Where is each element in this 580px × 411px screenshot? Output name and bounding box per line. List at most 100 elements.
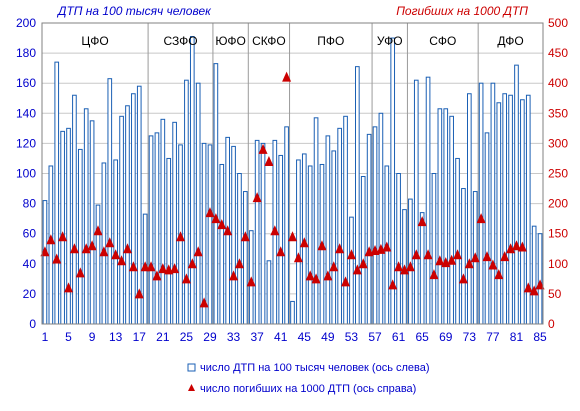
bar [478, 82, 484, 325]
data-point [240, 231, 250, 242]
data-point [176, 231, 186, 242]
right-axis-tick-label: 450 [548, 46, 568, 60]
bar [60, 130, 65, 325]
left-axis-tick-label: 0 [29, 317, 36, 331]
bar [296, 159, 301, 325]
data-point [517, 241, 527, 252]
bar [54, 61, 60, 325]
data-point [87, 240, 97, 251]
legend-label: число погибших на 1000 ДТП (ось справа) [200, 383, 416, 395]
data-point [264, 155, 274, 166]
region-dividers [147, 23, 479, 324]
bar [278, 154, 284, 325]
bar [77, 148, 83, 325]
data-point [482, 251, 492, 262]
data-point [152, 270, 162, 281]
data-point [423, 249, 433, 260]
bar [189, 36, 195, 325]
bar [284, 126, 289, 325]
right-axis-tick-label: 100 [548, 257, 568, 271]
region-label: ПФО [317, 34, 344, 48]
data-point [111, 249, 121, 260]
data-point [329, 261, 339, 272]
bar [160, 118, 166, 325]
data-point [429, 269, 439, 280]
data-point [341, 276, 351, 287]
x-axis-tick-label: 1 [42, 330, 49, 344]
bar [254, 139, 260, 325]
data-point [523, 282, 533, 293]
x-axis-tick-label: 21 [156, 330, 170, 344]
data-point [81, 243, 91, 254]
data-point [52, 253, 62, 264]
left-axis-tick-label: 200 [16, 16, 36, 30]
data-point [211, 213, 221, 224]
right-axis-title: Погибших на 1000 ДТП [396, 4, 528, 18]
data-point [335, 243, 345, 254]
bar [201, 142, 207, 325]
bar [313, 117, 319, 325]
data-point [258, 143, 268, 154]
region-label: ЦФО [81, 34, 108, 48]
bar [466, 93, 472, 325]
data-point [122, 243, 132, 254]
bar [107, 78, 113, 325]
labels: 0 20 40 60 80 100 120 140 160 180 200 0 50 100 150 200 2… [16, 4, 568, 344]
x-axis-tick-label: 13 [109, 330, 123, 344]
bar [343, 115, 348, 325]
data-point [93, 225, 103, 236]
region-label: ЮФО [215, 34, 246, 48]
data-point [311, 273, 321, 284]
data-point [105, 237, 115, 248]
data-point [270, 225, 280, 236]
bar [95, 204, 101, 325]
data-point [500, 251, 510, 262]
data-point [282, 71, 292, 82]
bar [243, 191, 248, 325]
data-point [199, 297, 209, 308]
bar [508, 94, 513, 325]
data-point [394, 261, 404, 272]
x-axis-tick-label: 33 [227, 330, 241, 344]
bar [349, 216, 354, 325]
data-point [128, 261, 138, 272]
bar [325, 135, 331, 325]
bar [531, 225, 537, 325]
data-point [494, 269, 504, 280]
left-axis-tick-label: 180 [16, 46, 36, 60]
bar-series [42, 36, 543, 325]
right-axis-tick-label: 0 [548, 317, 555, 331]
data-point [506, 243, 516, 254]
data-point [205, 207, 215, 218]
data-point [346, 249, 356, 260]
data-point [382, 241, 392, 252]
data-point [140, 261, 150, 272]
x-axis-tick-label: 45 [298, 330, 312, 344]
bar [372, 126, 378, 325]
bar [154, 132, 160, 325]
data-point [193, 246, 203, 257]
legend-label: число ДТП на 100 тысяч человек (ось слев… [200, 362, 430, 374]
data-point [288, 231, 297, 242]
data-point [223, 225, 233, 236]
bar [101, 162, 107, 325]
right-axis-tick-label: 300 [548, 136, 568, 150]
x-axis-tick-label: 9 [89, 330, 96, 344]
data-point [299, 237, 309, 248]
data-point [187, 258, 197, 269]
bar [48, 165, 54, 325]
data-point [134, 288, 144, 299]
data-point [405, 261, 415, 272]
x-axis-tick-label: 29 [203, 330, 217, 344]
region-label: ДФО [497, 34, 523, 48]
data-point [293, 252, 303, 263]
bar [449, 115, 454, 325]
data-point [146, 261, 156, 272]
data-point [417, 216, 427, 227]
left-axis-tick-label: 20 [23, 287, 37, 301]
x-axis-tick-label: 77 [486, 330, 500, 344]
bar [378, 112, 384, 325]
data-point [117, 255, 127, 266]
data-point [352, 264, 362, 275]
region-label: СКФО [252, 34, 286, 48]
